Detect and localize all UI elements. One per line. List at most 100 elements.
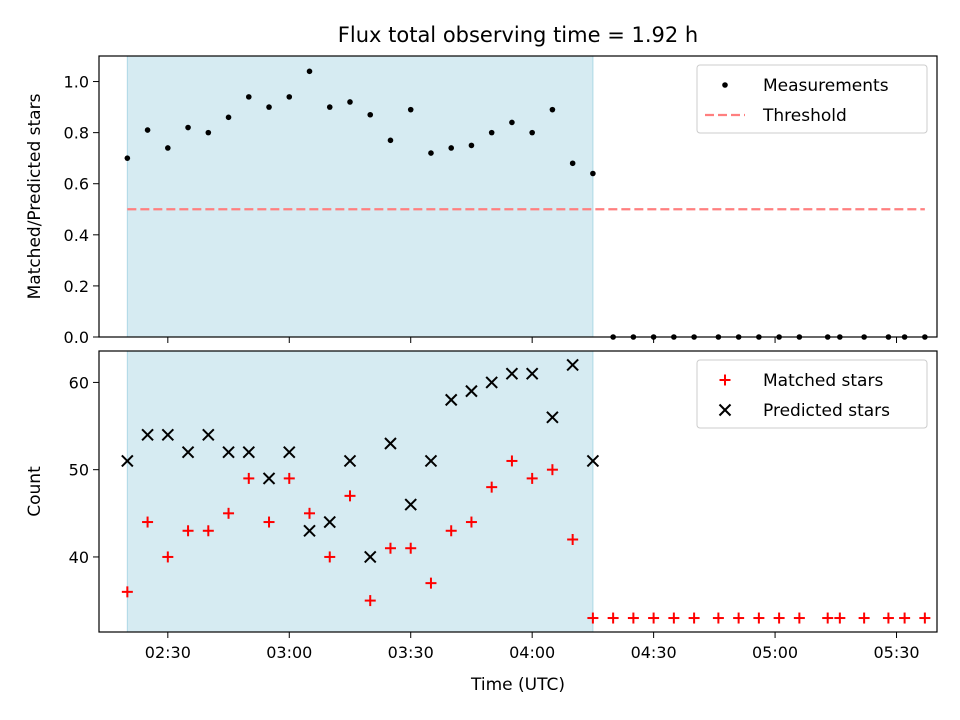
bottom-data-marks [121, 358, 931, 624]
matched-stars-point [753, 612, 765, 624]
matched-stars-point [627, 612, 639, 624]
measurement-point [306, 68, 313, 75]
predicted-stars-point [242, 446, 255, 459]
bottom-shaded-span [126, 350, 594, 633]
measurement-point [590, 170, 596, 177]
matched-stars-point [793, 612, 805, 624]
matched-stars-point [899, 612, 911, 624]
matched-stars-point [648, 612, 660, 624]
legend-matched-stars-marker [719, 374, 731, 386]
matched-stars-point [882, 612, 894, 624]
measurement-point [165, 145, 171, 151]
measurement-point [367, 111, 374, 118]
measurement-point [488, 129, 495, 136]
matched-stars-point [587, 612, 599, 624]
predicted-stars-point [343, 454, 357, 468]
measurement-point [387, 137, 394, 144]
measurement-point [347, 99, 353, 105]
predicted-stars-point [283, 446, 296, 459]
matched-stars-point [688, 612, 700, 624]
measurement-point [205, 129, 212, 136]
measurement-point [286, 94, 293, 100]
legend-label: Threshold [762, 106, 847, 126]
matched-stars-point [283, 472, 295, 484]
matched-stars-point [919, 612, 931, 624]
matched-stars-point [142, 516, 154, 528]
measurement-point [448, 145, 455, 151]
matched-stars-point [607, 612, 619, 624]
matched-stars-point [263, 516, 275, 528]
bottom-panel: 40 50 60 02:30 03:00 03:30 04:00 04:30 05:00 05:… [25, 350, 938, 662]
predicted-stars-point [505, 367, 519, 380]
measurement-point [124, 155, 131, 161]
matched-stars-point [506, 455, 518, 467]
top-y-axis-label: Matched/Predicted stars [25, 93, 45, 299]
measurement-point [509, 119, 515, 126]
x-tick-label: 05:00 [752, 643, 798, 662]
measurement-point [185, 124, 191, 131]
measurement-point [569, 160, 576, 167]
measurement-point [549, 106, 556, 113]
matched-stars-point [162, 551, 174, 563]
matched-stars-point [243, 472, 255, 484]
predicted-stars-point [465, 384, 478, 398]
matched-stars-point [202, 525, 214, 537]
matched-stars-point [858, 612, 870, 624]
matched-stars-point [834, 612, 846, 624]
predicted-stars-point [161, 428, 175, 441]
predicted-stars-point [181, 446, 195, 459]
matched-stars-point [712, 612, 724, 624]
bot-y-tick-label: 40 [69, 548, 89, 567]
predicted-stars-point [141, 428, 154, 441]
bottom-x-ticks: 02:30 03:00 03:30 04:00 04:30 05:00 05:30 [145, 632, 920, 662]
x-tick-label: 02:30 [145, 643, 191, 662]
measurement-point [407, 106, 414, 113]
matched-stars-point [773, 612, 785, 624]
matched-stars-point [733, 612, 745, 624]
top-x-ticks [167, 337, 898, 343]
legend-label: Predicted stars [763, 401, 890, 421]
x-tick-label: 05:30 [873, 643, 919, 662]
legend-measurements-marker [722, 82, 728, 88]
predicted-stars-point [262, 472, 276, 485]
matched-stars-point [546, 464, 558, 476]
bot-y-tick-label: 50 [69, 461, 89, 480]
predicted-stars-point [384, 437, 397, 450]
top-y-tick-label: 1.0 [64, 73, 89, 92]
matched-stars-point [121, 586, 133, 598]
bottom-plot-frame [98, 350, 938, 633]
x-tick-label: 04:00 [509, 643, 555, 662]
measurement-point [266, 104, 272, 110]
legend-predicted-stars-marker [718, 403, 732, 417]
matched-stars-point [465, 516, 477, 528]
measurement-point [225, 114, 232, 121]
matched-stars-point [445, 525, 457, 537]
bot-legend-box [696, 359, 928, 429]
predicted-stars-point [303, 524, 316, 537]
top-y-tick-label: 0.4 [64, 226, 89, 245]
top-legend: Measurements Threshold [696, 64, 928, 134]
predicted-stars-point [444, 393, 458, 407]
matched-stars-point [567, 533, 579, 545]
matched-stars-point [526, 472, 538, 484]
bottom-y-axis-label: Count [25, 466, 45, 517]
measurement-point [144, 127, 151, 133]
legend-label: Measurements [763, 76, 889, 96]
matched-stars-point [324, 551, 336, 563]
x-tick-label: 03:00 [266, 643, 312, 662]
top-shaded-span [126, 55, 594, 338]
top-y-ticks: 0.0 0.2 0.4 0.6 0.8 1.0 [64, 73, 99, 347]
matched-stars-point [425, 577, 437, 589]
predicted-stars-point [525, 367, 539, 380]
predicted-stars-point [323, 515, 336, 529]
predicted-stars-point [586, 454, 600, 468]
matched-stars-point [223, 507, 235, 519]
predicted-stars-point [546, 411, 559, 424]
x-tick-label: 04:30 [631, 643, 677, 662]
measurement-point [245, 94, 252, 100]
top-plot-frame [98, 55, 938, 338]
chart-title: Flux total observing time = 1.92 h [338, 23, 698, 47]
bot-y-tick-label: 60 [69, 373, 89, 392]
x-axis-label: Time (UTC) [470, 675, 565, 695]
